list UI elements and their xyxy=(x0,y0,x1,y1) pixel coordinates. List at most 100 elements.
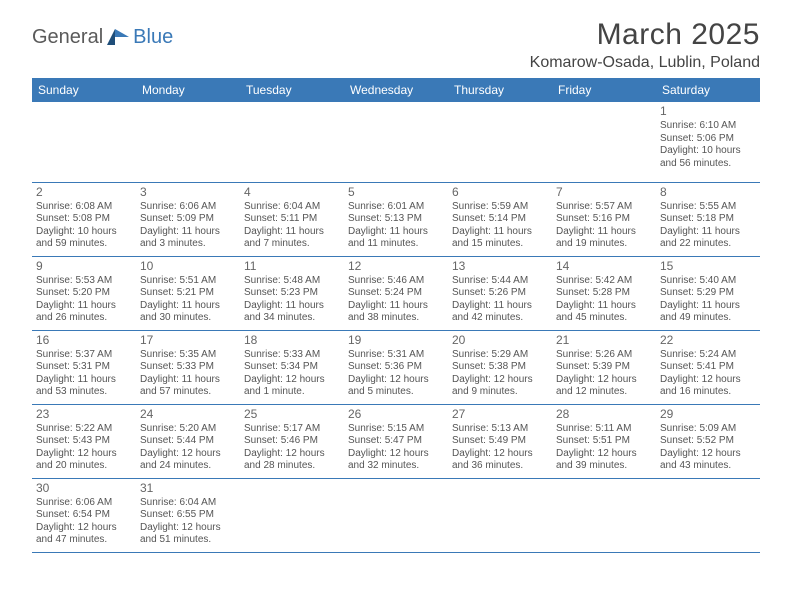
day-number: 20 xyxy=(452,333,548,348)
sunset-text: Sunset: 5:36 PM xyxy=(348,361,444,374)
sunset-text: Sunset: 5:49 PM xyxy=(452,435,548,448)
logo-text-general: General xyxy=(32,26,103,49)
day-number: 10 xyxy=(140,259,236,274)
day-number: 29 xyxy=(660,407,756,422)
day-number: 17 xyxy=(140,333,236,348)
calendar-cell xyxy=(552,478,656,552)
calendar-cell: 19Sunrise: 5:31 AMSunset: 5:36 PMDayligh… xyxy=(344,330,448,404)
day-number: 30 xyxy=(36,481,132,496)
sunrise-text: Sunrise: 5:37 AM xyxy=(36,349,132,362)
calendar-cell: 24Sunrise: 5:20 AMSunset: 5:44 PMDayligh… xyxy=(136,404,240,478)
calendar-cell: 10Sunrise: 5:51 AMSunset: 5:21 PMDayligh… xyxy=(136,256,240,330)
day-number: 13 xyxy=(452,259,548,274)
daylight-text: Daylight: 11 hours and 30 minutes. xyxy=(140,300,236,325)
month-title: March 2025 xyxy=(530,18,760,52)
calendar-cell: 14Sunrise: 5:42 AMSunset: 5:28 PMDayligh… xyxy=(552,256,656,330)
calendar-cell: 6Sunrise: 5:59 AMSunset: 5:14 PMDaylight… xyxy=(448,182,552,256)
sunrise-text: Sunrise: 5:40 AM xyxy=(660,275,756,288)
sunrise-text: Sunrise: 5:09 AM xyxy=(660,423,756,436)
calendar-cell: 29Sunrise: 5:09 AMSunset: 5:52 PMDayligh… xyxy=(656,404,760,478)
day-header-row: Sunday Monday Tuesday Wednesday Thursday… xyxy=(32,78,760,102)
calendar-cell xyxy=(32,102,136,182)
calendar-cell: 12Sunrise: 5:46 AMSunset: 5:24 PMDayligh… xyxy=(344,256,448,330)
day-number: 16 xyxy=(36,333,132,348)
calendar-cell: 25Sunrise: 5:17 AMSunset: 5:46 PMDayligh… xyxy=(240,404,344,478)
day-number: 25 xyxy=(244,407,340,422)
calendar-cell xyxy=(136,102,240,182)
calendar-cell xyxy=(240,478,344,552)
sunrise-text: Sunrise: 6:04 AM xyxy=(244,201,340,214)
sunrise-text: Sunrise: 5:11 AM xyxy=(556,423,652,436)
calendar-cell: 15Sunrise: 5:40 AMSunset: 5:29 PMDayligh… xyxy=(656,256,760,330)
calendar-table: Sunday Monday Tuesday Wednesday Thursday… xyxy=(32,78,760,553)
daylight-text: Daylight: 12 hours and 36 minutes. xyxy=(452,448,548,473)
day-number: 15 xyxy=(660,259,756,274)
sunrise-text: Sunrise: 5:24 AM xyxy=(660,349,756,362)
calendar-cell xyxy=(240,102,344,182)
day-number: 21 xyxy=(556,333,652,348)
calendar-cell: 4Sunrise: 6:04 AMSunset: 5:11 PMDaylight… xyxy=(240,182,344,256)
sunset-text: Sunset: 5:24 PM xyxy=(348,287,444,300)
calendar-cell: 20Sunrise: 5:29 AMSunset: 5:38 PMDayligh… xyxy=(448,330,552,404)
calendar-cell: 23Sunrise: 5:22 AMSunset: 5:43 PMDayligh… xyxy=(32,404,136,478)
calendar-cell: 5Sunrise: 6:01 AMSunset: 5:13 PMDaylight… xyxy=(344,182,448,256)
daylight-text: Daylight: 12 hours and 5 minutes. xyxy=(348,374,444,399)
daylight-text: Daylight: 12 hours and 12 minutes. xyxy=(556,374,652,399)
sunset-text: Sunset: 5:39 PM xyxy=(556,361,652,374)
daylight-text: Daylight: 11 hours and 7 minutes. xyxy=(244,226,340,251)
daylight-text: Daylight: 11 hours and 34 minutes. xyxy=(244,300,340,325)
sunset-text: Sunset: 5:38 PM xyxy=(452,361,548,374)
day-header: Saturday xyxy=(656,78,760,102)
calendar-cell: 9Sunrise: 5:53 AMSunset: 5:20 PMDaylight… xyxy=(32,256,136,330)
sunrise-text: Sunrise: 5:55 AM xyxy=(660,201,756,214)
sunrise-text: Sunrise: 5:33 AM xyxy=(244,349,340,362)
calendar-week: 23Sunrise: 5:22 AMSunset: 5:43 PMDayligh… xyxy=(32,404,760,478)
location: Komarow-Osada, Lublin, Poland xyxy=(530,54,760,72)
sunset-text: Sunset: 5:44 PM xyxy=(140,435,236,448)
calendar-cell: 28Sunrise: 5:11 AMSunset: 5:51 PMDayligh… xyxy=(552,404,656,478)
daylight-text: Daylight: 11 hours and 15 minutes. xyxy=(452,226,548,251)
sunset-text: Sunset: 6:54 PM xyxy=(36,509,132,522)
sunrise-text: Sunrise: 6:01 AM xyxy=(348,201,444,214)
calendar-cell xyxy=(656,478,760,552)
day-number: 27 xyxy=(452,407,548,422)
day-number: 7 xyxy=(556,185,652,200)
calendar-cell: 1Sunrise: 6:10 AMSunset: 5:06 PMDaylight… xyxy=(656,102,760,182)
daylight-text: Daylight: 12 hours and 1 minute. xyxy=(244,374,340,399)
daylight-text: Daylight: 12 hours and 20 minutes. xyxy=(36,448,132,473)
sunrise-text: Sunrise: 6:10 AM xyxy=(660,120,756,133)
daylight-text: Daylight: 12 hours and 24 minutes. xyxy=(140,448,236,473)
sunrise-text: Sunrise: 5:31 AM xyxy=(348,349,444,362)
sunrise-text: Sunrise: 5:26 AM xyxy=(556,349,652,362)
calendar-body: 1Sunrise: 6:10 AMSunset: 5:06 PM Daylight… xyxy=(32,102,760,552)
sunrise-text: Sunrise: 5:42 AM xyxy=(556,275,652,288)
daylight-text: Daylight: 11 hours and 53 minutes. xyxy=(36,374,132,399)
sunset-text: Sunset: 5:41 PM xyxy=(660,361,756,374)
day-number: 28 xyxy=(556,407,652,422)
sunrise-text: Sunrise: 5:51 AM xyxy=(140,275,236,288)
day-number: 1 xyxy=(660,104,756,119)
calendar-week: 1Sunrise: 6:10 AMSunset: 5:06 PMDaylight… xyxy=(32,102,760,182)
calendar-cell: 3Sunrise: 6:06 AMSunset: 5:09 PMDaylight… xyxy=(136,182,240,256)
day-header: Monday xyxy=(136,78,240,102)
day-number: 11 xyxy=(244,259,340,274)
logo: General Blue xyxy=(32,18,173,49)
calendar-cell xyxy=(552,102,656,182)
day-header: Thursday xyxy=(448,78,552,102)
sunset-text: Sunset: 5:26 PM xyxy=(452,287,548,300)
daylight-text: Daylight: 11 hours and 3 minutes. xyxy=(140,226,236,251)
daylight-text: Daylight: 11 hours and 26 minutes. xyxy=(36,300,132,325)
sunset-text: Sunset: 5:33 PM xyxy=(140,361,236,374)
sunset-text: Sunset: 5:06 PM xyxy=(660,133,756,146)
day-number: 5 xyxy=(348,185,444,200)
daylight-text: Daylight: 12 hours and 47 minutes. xyxy=(36,522,132,547)
sunrise-text: Sunrise: 6:06 AM xyxy=(140,201,236,214)
sunrise-text: Sunrise: 5:22 AM xyxy=(36,423,132,436)
sunrise-text: Sunrise: 5:35 AM xyxy=(140,349,236,362)
calendar-cell: 18Sunrise: 5:33 AMSunset: 5:34 PMDayligh… xyxy=(240,330,344,404)
daylight-text: Daylight: 12 hours and 39 minutes. xyxy=(556,448,652,473)
sunset-text: Sunset: 5:16 PM xyxy=(556,213,652,226)
calendar-cell: 17Sunrise: 5:35 AMSunset: 5:33 PMDayligh… xyxy=(136,330,240,404)
day-number: 23 xyxy=(36,407,132,422)
day-number: 12 xyxy=(348,259,444,274)
